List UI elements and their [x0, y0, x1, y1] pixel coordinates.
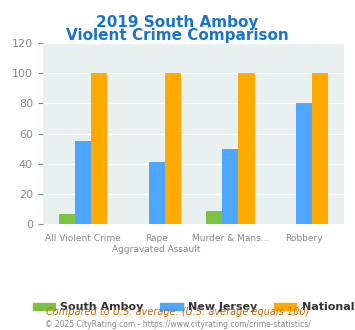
Bar [222, 149, 238, 224]
Bar [165, 73, 181, 224]
Text: Violent Crime Comparison: Violent Crime Comparison [66, 28, 289, 43]
Text: © 2025 CityRating.com - https://www.cityrating.com/crime-statistics/: © 2025 CityRating.com - https://www.city… [45, 320, 310, 329]
Bar [59, 214, 75, 224]
Bar [91, 73, 107, 224]
Text: 2019 South Amboy: 2019 South Amboy [96, 15, 259, 30]
Legend: South Amboy, New Jersey, National: South Amboy, New Jersey, National [28, 298, 355, 317]
Bar [149, 162, 165, 224]
Bar [75, 141, 91, 224]
Bar [238, 73, 255, 224]
Bar [312, 73, 328, 224]
Bar [296, 103, 312, 224]
Text: Compared to U.S. average. (U.S. average equals 100): Compared to U.S. average. (U.S. average … [46, 307, 309, 317]
Bar [206, 211, 222, 224]
